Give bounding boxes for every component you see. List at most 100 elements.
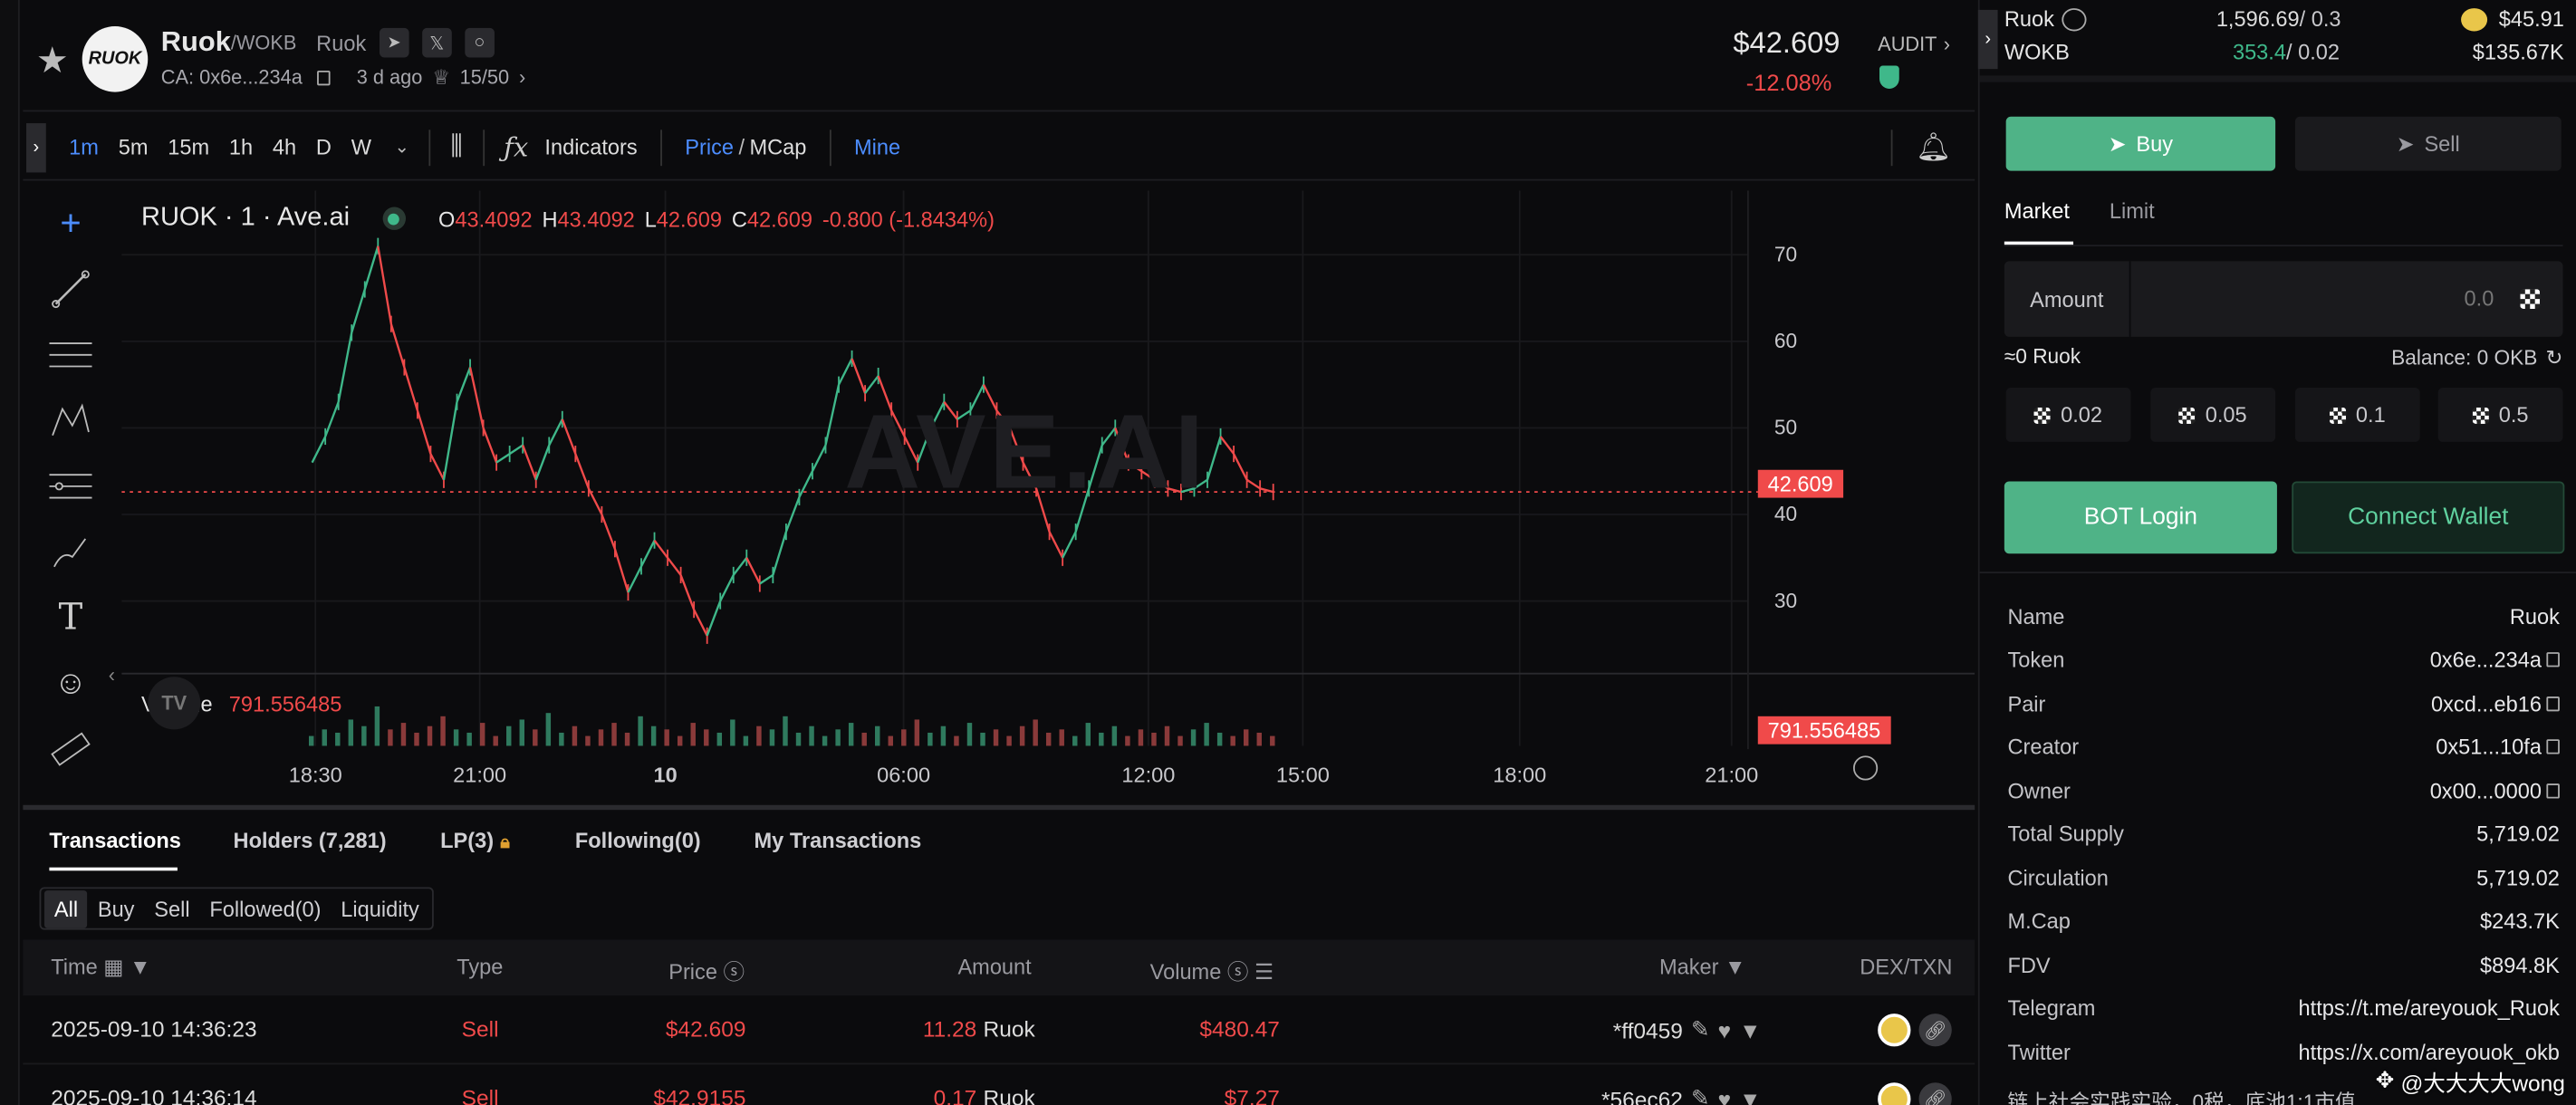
indicators-fx-icon[interactable]: ƒx xyxy=(504,131,529,163)
info-row-token[interactable]: Token 0x6e...234a xyxy=(2007,639,2560,681)
tab-market[interactable]: Market xyxy=(2004,198,2070,224)
x-icon[interactable]: 𝕏 xyxy=(421,27,452,58)
tab-2[interactable]: LP(3) 🔒︎ xyxy=(440,828,510,854)
volume-bar xyxy=(980,732,985,746)
ohlc-l: 42.609 xyxy=(656,206,722,231)
telegram-icon[interactable]: ➤ xyxy=(379,27,409,58)
filter-liquidity[interactable]: Liquidity xyxy=(341,896,419,921)
volume-bar xyxy=(335,732,341,746)
quick-amount-button[interactable]: 0.1 xyxy=(2294,388,2420,442)
amount-input[interactable]: 0.0 xyxy=(2464,285,2494,311)
pattern-icon[interactable] xyxy=(23,388,118,454)
chart-canvas[interactable]: 70 60 50 40 30 18:30 21:00 10 06:00 12:00 15:00 18:… xyxy=(121,190,1975,798)
text-tool-icon[interactable]: T xyxy=(58,597,83,639)
amount-field[interactable]: Amount 0.0 xyxy=(2004,261,2563,337)
buy-tab-button[interactable]: ➤ Buy xyxy=(2005,116,2276,171)
price-toggle[interactable]: Price xyxy=(685,134,735,159)
fib-icon[interactable] xyxy=(23,454,118,520)
copy-icon[interactable] xyxy=(317,70,331,85)
copy-icon[interactable] xyxy=(2546,696,2560,711)
info-row-owner[interactable]: Owner 0x00...0000 xyxy=(2007,769,2560,812)
edit-icon[interactable]: ✎ xyxy=(1690,1016,1710,1042)
right-panel-toggle[interactable]: › xyxy=(1977,9,1998,70)
candlestick-icon[interactable]: ⫼ xyxy=(450,132,463,160)
tab-0[interactable]: Transactions xyxy=(49,828,180,852)
filter-icon[interactable]: ▼ xyxy=(1739,1017,1762,1043)
timeframe-4h[interactable]: 4h xyxy=(272,134,297,159)
trendline-icon[interactable] xyxy=(23,256,118,322)
row-maker[interactable]: *ff0459 ✎ ♥ ▼ xyxy=(1613,1017,1762,1043)
copy-icon[interactable] xyxy=(2546,652,2560,668)
info-value: 0x00...0000 xyxy=(2430,778,2560,802)
filter-icon[interactable]: ▼ xyxy=(1739,1086,1762,1105)
link-icon[interactable]: 🔗︎ xyxy=(1918,1014,1952,1047)
holders-rank[interactable]: 15/50 xyxy=(459,65,510,89)
price-chart[interactable]: 70 60 50 40 30 18:30 21:00 10 06:00 12:00 15:00 18:… xyxy=(109,190,1975,798)
timeframe-W[interactable]: W xyxy=(351,134,371,159)
crosshair-icon[interactable]: + xyxy=(60,202,82,244)
info-value-text: $243.7K xyxy=(2480,908,2560,934)
collapse-arrow-icon[interactable]: ‹ xyxy=(108,663,115,687)
tab-1[interactable]: Holders (7,281) xyxy=(234,828,387,852)
info-row-creator[interactable]: Creator 0x51...10fa xyxy=(2007,725,2560,768)
col-time[interactable]: Time ▦ ▼ xyxy=(51,954,151,980)
audit-link[interactable]: AUDIT › xyxy=(1878,33,1950,55)
connect-wallet-button[interactable]: Connect Wallet xyxy=(2292,481,2565,554)
table-row[interactable]: 2025-09-10 14:36:23 Sell $42.609 11.28 Ruok $… xyxy=(23,995,1975,1065)
indicators-button[interactable]: Indicators xyxy=(544,134,638,159)
timeframe-15m[interactable]: 15m xyxy=(168,134,210,159)
horizontal-lines-icon[interactable] xyxy=(23,322,118,389)
col-volume[interactable]: Volume ⓢ ☰ xyxy=(1149,959,1274,985)
bot-login-button[interactable]: BOT Login xyxy=(2004,481,2277,554)
timeframe-5m[interactable]: 5m xyxy=(118,134,149,159)
price-segment xyxy=(1154,478,1169,490)
info-row-pair[interactable]: Pair 0xcd...eb16 xyxy=(2007,682,2560,725)
bell-icon[interactable]: 🔔︎ xyxy=(1915,131,1952,163)
refresh-icon[interactable]: ↻ xyxy=(2545,346,2563,370)
tab-3[interactable]: Following(0) xyxy=(575,828,701,852)
info-key: M.Cap xyxy=(2007,908,2071,934)
chart-settings-icon[interactable] xyxy=(1852,755,1879,781)
balance-row: Balance: 0 OKB ↻ xyxy=(2391,345,2562,370)
quick-amount-button[interactable]: 0.02 xyxy=(2005,388,2131,442)
filter-followed[interactable]: Followed(0) xyxy=(209,896,322,921)
volume-bar xyxy=(519,719,524,746)
info-value: Ruok xyxy=(2510,604,2560,629)
balance-text: Balance: 0 OKB xyxy=(2391,345,2538,370)
col-maker[interactable]: Maker ▼ xyxy=(1658,954,1746,980)
favorite-star-icon[interactable]: ★ xyxy=(35,39,69,81)
timeframe-D[interactable]: D xyxy=(315,134,332,159)
copy-icon[interactable] xyxy=(2546,739,2560,754)
tab-limit[interactable]: Limit xyxy=(2109,198,2155,224)
timeframe-1m[interactable]: 1m xyxy=(69,134,99,159)
quick-amount-button[interactable]: 0.05 xyxy=(2150,388,2276,442)
sell-tab-button[interactable]: ➤ Sell xyxy=(2294,116,2562,171)
info-value-text: 5,719.02 xyxy=(2476,821,2560,847)
mcap-toggle[interactable]: MCap xyxy=(749,134,807,159)
filter-all[interactable]: All xyxy=(43,889,88,927)
price-segment xyxy=(561,418,577,455)
col-price[interactable]: Price ⓢ xyxy=(668,959,745,985)
heart-icon[interactable]: ♥ xyxy=(1717,1017,1732,1043)
row-maker[interactable]: *56ec62 ✎ ♥ ▼ xyxy=(1601,1086,1761,1105)
ruler-icon[interactable] xyxy=(23,716,118,783)
emoji-icon[interactable]: ☺ xyxy=(53,664,88,701)
sidebar-toggle-button[interactable]: › xyxy=(26,122,46,172)
price-segment xyxy=(1140,470,1156,481)
filter-sell[interactable]: Sell xyxy=(154,896,190,921)
table-row[interactable]: 2025-09-10 14:36:14 Sell $42.9155 0.17 Ruok $… xyxy=(23,1064,1975,1105)
token-description: 链上社会实践实验，0税，底池1:1市值 xyxy=(2007,1091,2356,1105)
tab-4[interactable]: My Transactions xyxy=(755,828,922,852)
mine-toggle[interactable]: Mine xyxy=(853,134,901,159)
filter-buy[interactable]: Buy xyxy=(97,896,135,921)
link-icon[interactable]: 🔗︎ xyxy=(1918,1082,1952,1105)
timeframe-1h[interactable]: 1h xyxy=(228,134,254,159)
edit-icon[interactable]: ✎ xyxy=(1690,1085,1710,1105)
brush-icon[interactable] xyxy=(23,519,118,585)
chevron-down-icon[interactable]: ⌄ xyxy=(394,138,410,159)
volume-bar xyxy=(940,725,947,746)
heart-icon[interactable]: ♥ xyxy=(1717,1086,1732,1105)
quick-amount-button[interactable]: 0.5 xyxy=(2437,388,2563,442)
copy-icon[interactable] xyxy=(2546,783,2560,798)
search-icon[interactable]: ○ xyxy=(465,27,495,58)
